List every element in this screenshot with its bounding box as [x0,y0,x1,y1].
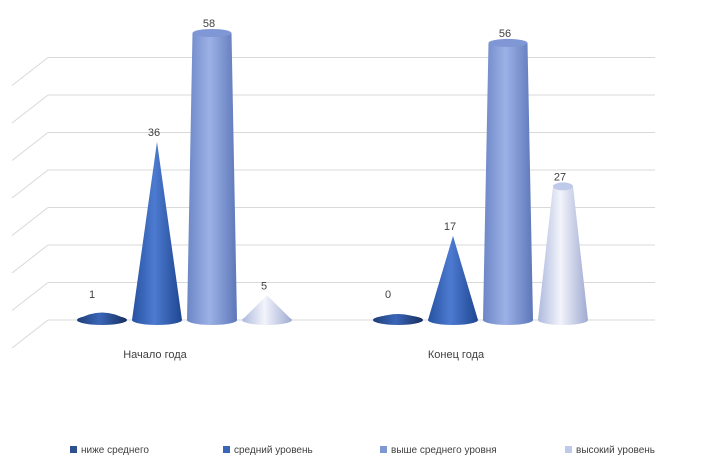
cone-body [428,235,478,320]
cone-0-1 [132,141,182,325]
cone-body [242,295,292,320]
category-label: Конец года [428,349,485,361]
category-labels: Начало года Конец года [123,349,485,361]
cone-top [192,29,232,37]
cone-0-2 [187,29,237,325]
legend-label: выше среднего уровня [391,445,497,456]
cone-marks [77,29,588,325]
cone-body [132,141,182,320]
cone-1-0 [373,314,423,325]
cone-1-1 [428,235,478,325]
cone-0-3 [242,295,292,325]
gridline-depth [11,282,49,311]
cone-1-2 [483,38,533,325]
data-label: 56 [499,28,511,40]
legend-item: высокий уровень [565,445,655,456]
legend-label: ниже среднего [81,445,149,456]
legend: ниже среднего средний уровень выше среднег… [70,445,655,456]
cone-top [553,182,573,191]
legend-swatch [223,446,230,453]
gridline-depth [11,57,49,86]
data-labels: 1 36 58 5 0 17 56 27 [89,18,566,301]
category-label: Начало года [123,349,187,361]
data-label: 0 [385,289,391,301]
data-label: 17 [444,221,456,233]
cone-body [187,33,237,320]
gridline-depth [11,94,49,124]
data-label: 1 [89,289,95,301]
data-label: 5 [261,280,267,292]
data-label: 27 [554,171,566,183]
cone-0-0 [77,312,127,325]
legend-label: высокий уровень [576,445,655,456]
cone-body [538,186,588,320]
gridline-depth [11,244,49,274]
cone-top [488,38,528,47]
legend-swatch [380,446,387,453]
data-label: 58 [203,18,215,30]
data-label: 36 [148,127,160,139]
cone-base [538,315,588,325]
cone-1-3 [538,182,588,325]
gridline-depth [11,319,49,349]
cone-base [483,315,533,325]
legend-item: ниже среднего [70,445,149,456]
gridline-depth [11,132,49,161]
cone-body [77,312,127,320]
legend-item: средний уровень [223,445,313,456]
legend-swatch [565,446,572,453]
legend-label: средний уровень [234,445,313,456]
legend-swatch [70,446,77,453]
gridline-depth [11,207,49,236]
cone-body [373,314,423,320]
gridline-depth [11,169,49,199]
legend-item: выше среднего уровня [380,445,497,456]
cone-base [187,315,237,325]
cone-body [483,42,533,321]
